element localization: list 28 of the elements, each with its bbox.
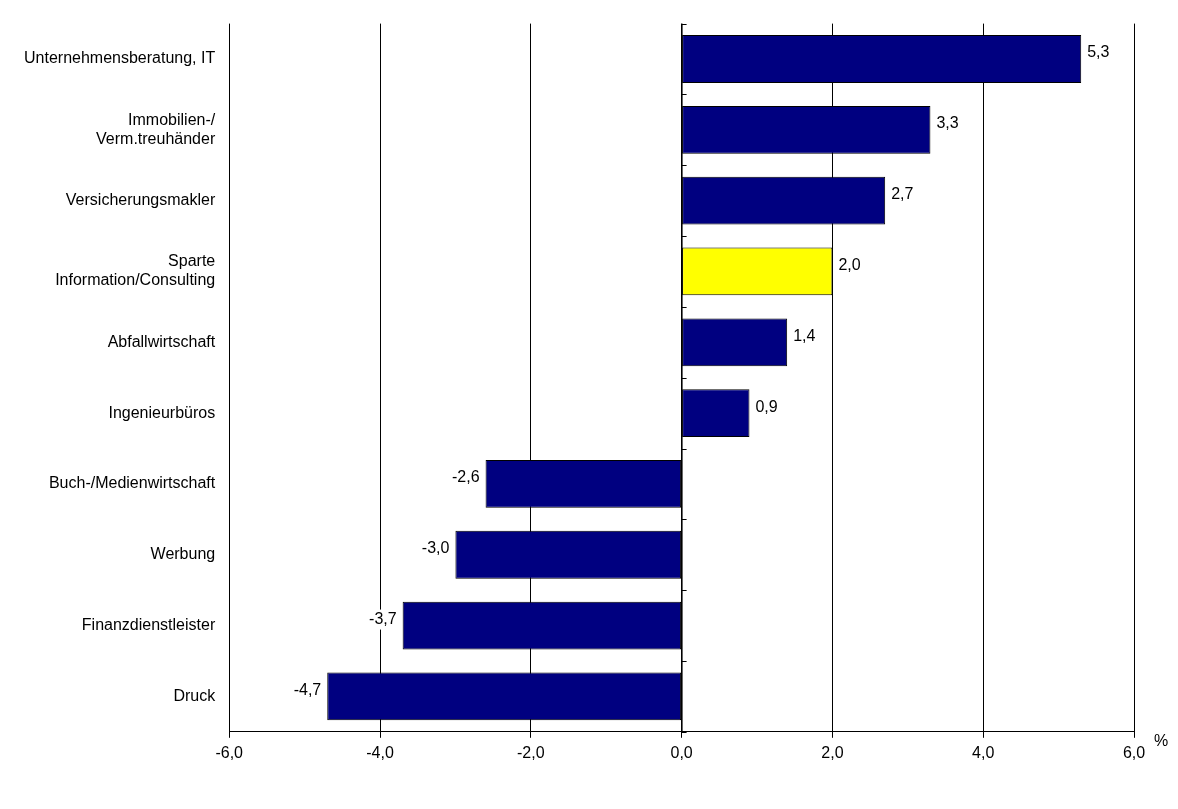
y-tick-label: Werbung	[150, 545, 216, 563]
data-label: 2,0	[838, 255, 861, 273]
x-tick-label: -4,0	[366, 743, 394, 761]
y-tick-label: Ingenieurbüros	[108, 403, 216, 421]
data-label: -3,7	[369, 609, 397, 627]
x-axis-title: %	[1154, 732, 1169, 750]
data-label: 0,9	[755, 397, 778, 415]
y-tick-label: Unternehmensberatung, IT	[24, 49, 216, 67]
y-tick-label: Immobilien-/ Verm.treuhänder	[96, 110, 216, 147]
y-tick-label: Abfallwirtschaft	[107, 332, 216, 350]
x-tick-label: 0,0	[670, 743, 693, 761]
y-tick-label: Versicherungsmakler	[65, 191, 216, 209]
x-tick-label: 4,0	[972, 743, 995, 761]
y-tick-label: Finanzdienstleister	[81, 615, 216, 633]
y-tick-label: Sparte Information/Consulting	[55, 252, 216, 289]
x-tick-label: -6,0	[215, 743, 244, 761]
data-label: 3,3	[936, 114, 959, 132]
x-tick-label: 2,0	[821, 743, 844, 761]
data-label: -4,7	[293, 680, 322, 698]
data-label: -2,6	[452, 468, 480, 486]
x-tick-label: -2,0	[517, 743, 545, 761]
y-tick-label: Buch-/Medienwirtschaft	[48, 474, 216, 492]
x-tick-label: 6,0	[1122, 743, 1146, 761]
data-label: 2,7	[891, 185, 914, 203]
data-label: 5,3	[1087, 43, 1110, 61]
y-tick-label: Druck	[173, 686, 217, 704]
data-label: 1,4	[793, 326, 816, 344]
data-label: -3,0	[421, 539, 450, 557]
